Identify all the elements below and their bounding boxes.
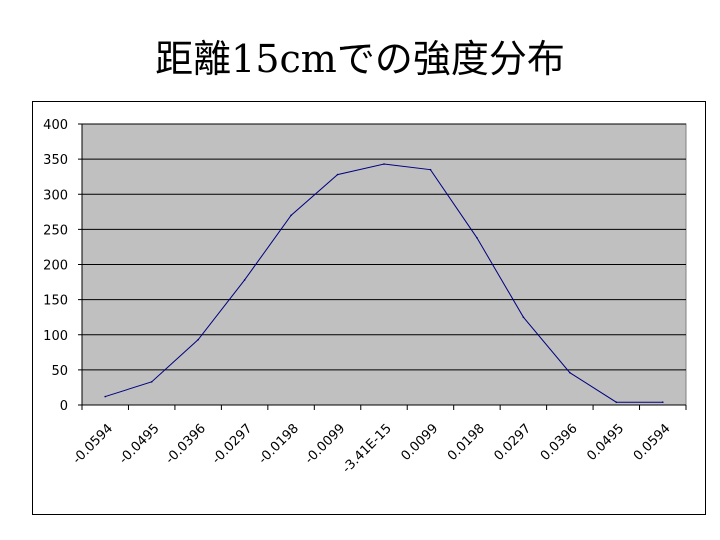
data-point (150, 381, 153, 383)
x-tick-label: -0.0198 (256, 421, 302, 467)
x-tick-label: 0.0297 (491, 421, 534, 464)
x-tick-label: -0.0396 (163, 421, 209, 467)
x-tick-label: -0.0495 (116, 421, 162, 467)
data-point (290, 214, 292, 217)
y-tick-label: 300 (43, 188, 68, 203)
x-tick-label: -3.41E-15 (340, 421, 395, 476)
y-tick-label: 350 (43, 153, 68, 168)
data-point (476, 237, 478, 239)
y-tick-label: 400 (43, 118, 68, 133)
x-tick-label: -0.0099 (302, 421, 348, 467)
x-tick-label: 0.0198 (445, 421, 488, 464)
data-point (429, 168, 432, 171)
data-point (661, 401, 664, 403)
x-tick-label: 0.0495 (584, 421, 627, 464)
y-tick-label: 0 (60, 399, 68, 414)
data-point (615, 401, 618, 403)
x-tick-label: 0.0594 (631, 421, 674, 464)
y-tick-label: 250 (43, 223, 68, 238)
data-point (383, 163, 385, 165)
data-point (569, 371, 571, 374)
data-point (522, 316, 525, 318)
x-tick-label: -0.0297 (209, 421, 255, 467)
y-tick-label: 50 (51, 364, 68, 379)
chart-title: 距離15cmでの強度分布 (155, 37, 565, 81)
data-point (336, 173, 339, 176)
x-tick-label: -0.0594 (70, 421, 116, 467)
x-tick-label: 0.0396 (538, 421, 581, 464)
data-point (197, 338, 199, 341)
y-tick-label: 100 (43, 329, 68, 344)
y-tick-label: 200 (43, 259, 68, 274)
x-tick-label: 0.0099 (399, 421, 442, 464)
y-tick-label: 150 (43, 294, 68, 309)
data-point (243, 279, 246, 281)
data-point (104, 395, 107, 398)
